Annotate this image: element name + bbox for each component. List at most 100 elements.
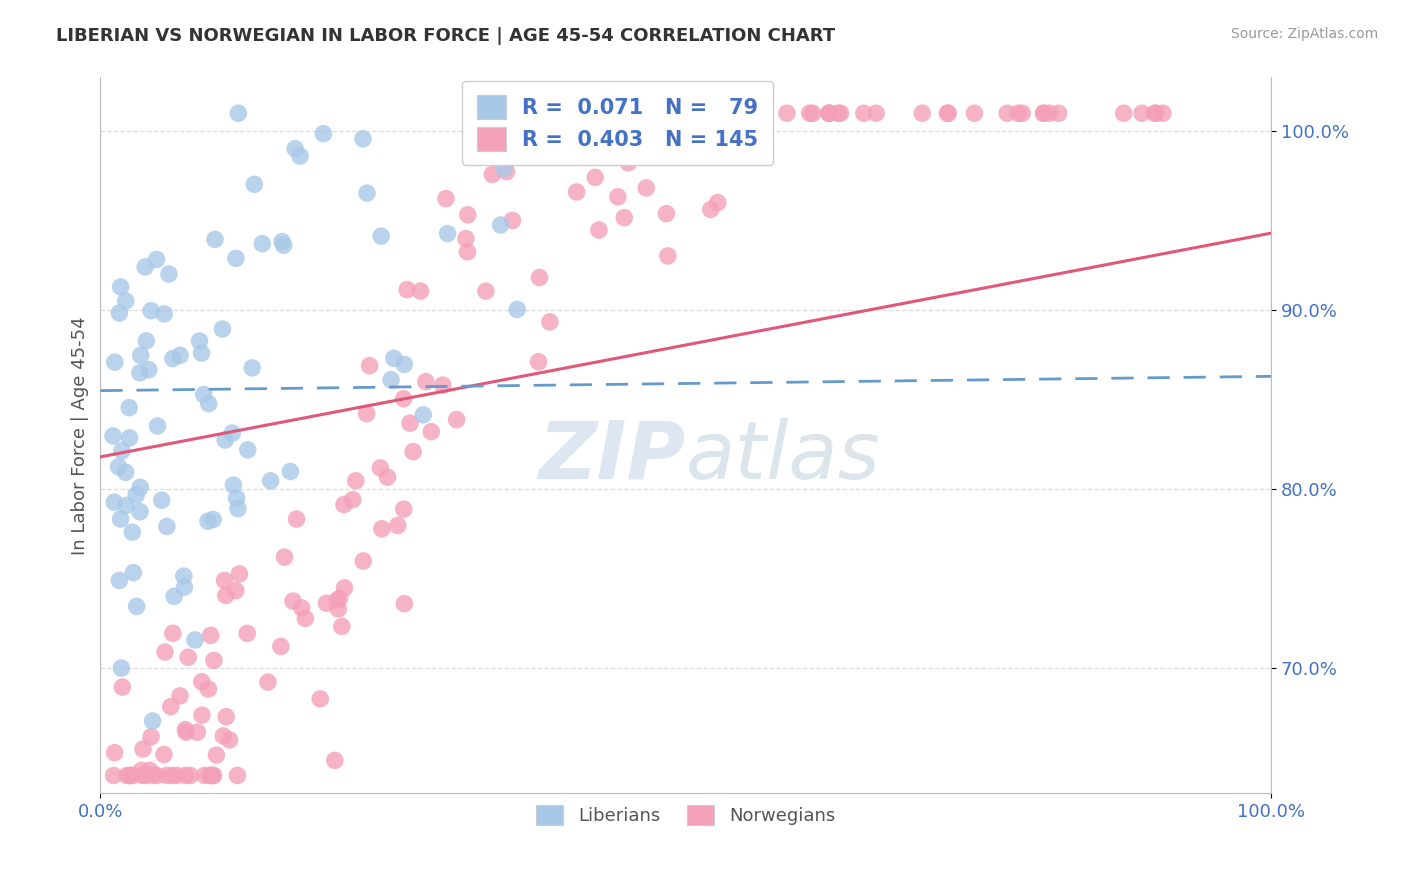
Point	[288, 149, 311, 163]
Point	[228, 566, 250, 581]
Point	[309, 692, 332, 706]
Point	[370, 229, 392, 244]
Point	[142, 714, 165, 728]
Point	[371, 522, 394, 536]
Point	[565, 185, 588, 199]
Point	[132, 742, 155, 756]
Point	[415, 375, 437, 389]
Point	[129, 505, 152, 519]
Point	[827, 106, 849, 120]
Point	[613, 211, 636, 225]
Point	[588, 223, 610, 237]
Point	[190, 674, 212, 689]
Point	[606, 190, 628, 204]
Point	[911, 106, 934, 120]
Point	[200, 768, 222, 782]
Point	[174, 768, 197, 782]
Point	[394, 597, 416, 611]
Point	[1038, 106, 1060, 120]
Point	[936, 106, 959, 120]
Point	[139, 303, 162, 318]
Point	[162, 626, 184, 640]
Point	[1011, 106, 1033, 120]
Point	[499, 106, 522, 120]
Point	[370, 461, 392, 475]
Point	[222, 478, 245, 492]
Point	[664, 106, 686, 120]
Point	[142, 768, 165, 782]
Point	[830, 106, 852, 120]
Point	[271, 235, 294, 249]
Point	[125, 488, 148, 502]
Point	[501, 213, 523, 227]
Point	[593, 106, 616, 120]
Point	[402, 444, 425, 458]
Point	[197, 514, 219, 528]
Point	[394, 358, 416, 372]
Point	[581, 106, 603, 120]
Point	[173, 580, 195, 594]
Point	[173, 569, 195, 583]
Point	[432, 378, 454, 392]
Point	[121, 768, 143, 782]
Point	[169, 689, 191, 703]
Point	[583, 170, 606, 185]
Point	[412, 408, 434, 422]
Point	[434, 192, 457, 206]
Point	[352, 554, 374, 568]
Y-axis label: In Labor Force | Age 45-54: In Labor Force | Age 45-54	[72, 316, 89, 555]
Text: ZIP: ZIP	[538, 417, 686, 496]
Point	[212, 729, 235, 743]
Point	[225, 252, 247, 266]
Point	[456, 244, 478, 259]
Point	[135, 334, 157, 348]
Point	[492, 161, 515, 176]
Point	[110, 512, 132, 526]
Point	[177, 650, 200, 665]
Point	[333, 498, 356, 512]
Point	[134, 768, 156, 782]
Point	[190, 346, 212, 360]
Point	[499, 106, 522, 120]
Point	[139, 764, 162, 778]
Point	[118, 431, 141, 445]
Point	[153, 307, 176, 321]
Point	[700, 202, 723, 217]
Point	[661, 106, 683, 120]
Point	[344, 474, 367, 488]
Point	[356, 407, 378, 421]
Point	[205, 748, 228, 763]
Point	[200, 628, 222, 642]
Point	[211, 322, 233, 336]
Point	[134, 260, 156, 274]
Point	[128, 366, 150, 380]
Point	[328, 602, 350, 616]
Point	[131, 764, 153, 778]
Point	[120, 768, 142, 782]
Point	[1112, 106, 1135, 120]
Point	[1144, 106, 1167, 120]
Point	[193, 387, 215, 401]
Text: Source: ZipAtlas.com: Source: ZipAtlas.com	[1230, 27, 1378, 41]
Point	[454, 232, 477, 246]
Point	[108, 306, 131, 320]
Point	[776, 106, 799, 120]
Point	[501, 151, 523, 165]
Point	[197, 682, 219, 697]
Point	[186, 725, 208, 739]
Point	[312, 127, 335, 141]
Point	[607, 106, 630, 120]
Point	[273, 550, 295, 565]
Point	[692, 106, 714, 120]
Point	[146, 419, 169, 434]
Point	[184, 632, 207, 647]
Point	[291, 601, 314, 615]
Point	[111, 443, 134, 458]
Point	[145, 252, 167, 267]
Point	[281, 594, 304, 608]
Point	[617, 156, 640, 170]
Point	[214, 433, 236, 447]
Point	[162, 351, 184, 366]
Point	[115, 768, 138, 782]
Point	[382, 351, 405, 366]
